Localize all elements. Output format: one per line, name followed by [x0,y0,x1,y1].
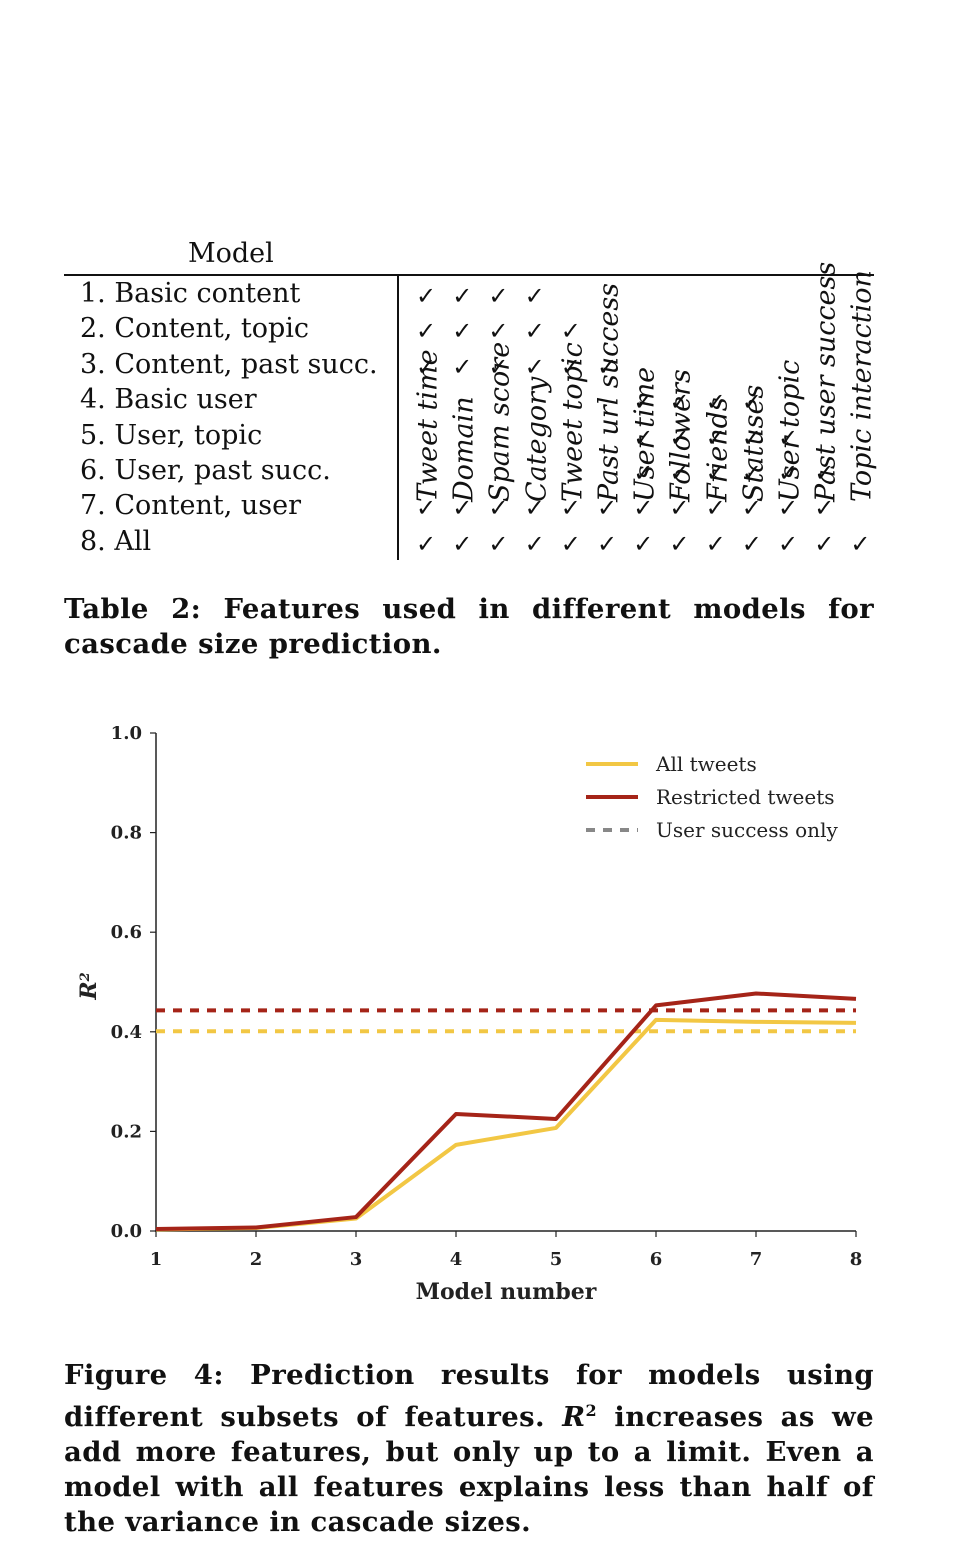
check-mark-icon: ✓ [705,494,726,523]
x-tick-label: 7 [750,1249,763,1270]
check-mark-icon: ✓ [560,352,581,381]
x-tick-label: 5 [550,1249,563,1270]
check-mark-icon: ✓ [524,494,545,523]
check-mark-icon: ✓ [669,459,690,487]
check-mark-icon: ✓ [560,494,581,523]
check-mark-icon: ✓ [488,494,509,523]
y-tick-label: 0.6 [111,922,142,943]
x-tick-label: 4 [450,1249,463,1270]
table-caption: Table 2: Features used in different mode… [64,593,874,660]
figure-caption-label: Figure 4: [64,1359,224,1391]
check-mark-icon: ✓ [669,388,690,417]
series-line-restricted-tweets [155,991,857,1232]
check-mark-icon: ✓ [669,423,690,452]
table-row-label: 4. Basic user [80,384,257,416]
series-line-all-tweets [155,1017,857,1232]
check-mark-icon: ✓ [633,388,654,417]
check-mark-icon: ✓ [524,282,545,310]
table-row-label: 8. All [80,525,152,557]
column-header-topic-interaction: Topic interaction [846,270,878,502]
x-tick-label: 1 [150,1249,163,1270]
feature-table: Model Tweet time Domain Spam score Category… [0,0,972,570]
check-mark-icon: ✓ [669,529,690,558]
r2-line-chart: 0.0 0.2 0.4 0.6 0.8 1.0 1 2 3 4 5 6 7 8 Model number R2… [76,723,863,1305]
table-row-label: 5. User, topic [80,419,263,451]
y-tick-label: 0.8 [111,823,142,844]
table-row-label: 6. User, past succ. [80,455,331,486]
check-mark-icon: ✓ [778,459,799,487]
check-mark-icon: ✓ [633,423,654,452]
x-tick-label: 8 [850,1249,863,1270]
check-mark-icon: ✓ [778,529,799,558]
check-mark-icon: ✓ [524,352,545,381]
check-mark-icon: ✓ [416,352,437,381]
table-row-label: 7. Content, user [80,490,302,522]
check-mark-icon: ✓ [633,529,654,558]
check-mark-icon: ✓ [597,494,618,523]
check-mark-icon: ✓ [705,423,726,452]
check-mark-icon: ✓ [669,494,690,523]
check-mark-icon: ✓ [778,494,799,523]
check-mark-icon: ✓ [416,317,437,346]
figure-caption-superscript: 2 [585,1401,598,1420]
check-mark-icon: ✓ [850,529,871,558]
check-mark-icon: ✓ [488,282,509,310]
check-mark-icon: ✓ [741,494,762,523]
legend-label: Restricted tweets [656,785,835,809]
y-tick-label: 0.0 [111,1221,142,1242]
y-axis-title: R2 [76,972,102,1000]
check-mark-icon: ✓ [524,317,545,346]
check-mark-icon: ✓ [597,352,618,381]
check-mark-icon: ✓ [416,494,437,523]
table-column-rule [397,274,399,560]
column-header-tweet-topic: Tweet topic [557,342,589,502]
check-mark-icon: ✓ [452,529,473,558]
table-row-label: 2. Content, topic [80,313,310,345]
check-mark-icon: ✓ [741,388,762,417]
figure-caption-text-1: Prediction results for models using diff… [64,1359,874,1434]
legend-label: All tweets [655,752,757,776]
column-header-past-url-success: Past url success [593,282,625,502]
check-mark-icon: ✓ [814,459,835,487]
y-tick-label: 1.0 [111,723,142,744]
check-mark-icon: ✓ [488,352,509,381]
x-tick-label: 3 [350,1249,363,1270]
y-tick-label: 0.4 [111,1022,142,1043]
check-mark-icon: ✓ [741,529,762,558]
check-mark-icon: ✓ [633,494,654,523]
check-mark-icon: ✓ [524,529,545,558]
figure-caption-r-symbol: R [562,1401,586,1434]
check-mark-icon: ✓ [488,317,509,346]
check-mark-icon: ✓ [452,282,473,310]
check-mark-icon: ✓ [452,494,473,523]
check-mark-icon: ✓ [778,423,799,452]
model-column-header: Model [188,238,274,269]
check-mark-icon: ✓ [488,529,509,558]
check-mark-icon: ✓ [452,317,473,346]
x-tick-label: 6 [650,1249,663,1270]
check-mark-icon: ✓ [705,529,726,558]
legend-label: User success only [656,818,838,842]
check-mark-icon: ✓ [597,529,618,558]
figure-caption-text-2: increases as we add more features, but o… [64,1401,874,1539]
check-mark-icon: ✓ [452,352,473,381]
figure-caption: Figure 4: Prediction results for models … [64,1358,874,1540]
check-mark-icon: ✓ [741,423,762,452]
check-mark-icon: ✓ [741,459,762,487]
check-mark-icon: ✓ [416,282,437,310]
check-mark-icon: ✓ [705,388,726,417]
x-axis-title: Model number [416,1279,597,1305]
check-mark-icon: ✓ [633,459,654,487]
check-mark-icon: ✓ [814,494,835,523]
check-mark-icon: ✓ [560,529,581,558]
check-mark-icon: ✓ [705,459,726,487]
check-mark-icon: ✓ [416,529,437,558]
check-mark-icon: ✓ [560,317,581,346]
table-header-rule [64,274,874,276]
table-row-label: 3. Content, past succ. [80,348,378,380]
x-tick-label: 2 [250,1249,263,1270]
check-mark-icon: ✓ [814,529,835,558]
table-row-label: 1. Basic content [80,278,301,309]
y-tick-label: 0.2 [111,1121,142,1142]
